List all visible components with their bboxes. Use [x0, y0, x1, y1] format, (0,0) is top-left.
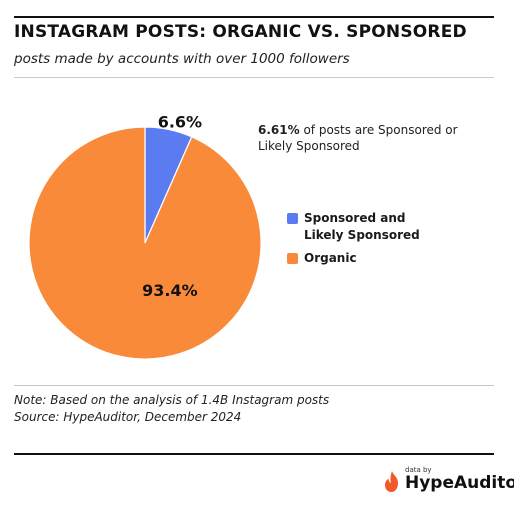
brand-name: HypeAuditor: [405, 473, 514, 493]
note-line: Note: Based on the analysis of 1.4B Inst…: [14, 393, 330, 407]
legend-item-organic: Organic: [287, 250, 434, 267]
pie-label-sponsored: 6.6%: [158, 113, 202, 132]
pie-slice-organic: [28, 126, 262, 360]
pie-chart: 6.6% 93.4%: [28, 113, 262, 360]
brand-prefix: data by: [405, 466, 432, 474]
source-line: Source: HypeAuditor, December 2024: [14, 410, 242, 424]
callout-text: of posts are Sponsored or Likely Sponsor…: [258, 123, 458, 153]
legend-swatch-organic: [287, 253, 298, 264]
legend-item-sponsored: Sponsored and Likely Sponsored: [287, 210, 434, 244]
legend-label-organic: Organic: [304, 251, 357, 265]
flame-icon: [385, 471, 398, 492]
legend: Sponsored and Likely Sponsored Organic: [287, 210, 434, 273]
callout-value: 6.61%: [258, 123, 300, 137]
bottom-rule: [14, 453, 494, 455]
top-rule: [14, 16, 494, 18]
sponsored-callout: 6.61% of posts are Sponsored or Likely S…: [258, 122, 483, 154]
legend-label-sponsored: Sponsored and Likely Sponsored: [304, 211, 420, 242]
footnote: Note: Based on the analysis of 1.4B Inst…: [14, 392, 329, 426]
pie-label-organic: 93.4%: [142, 281, 198, 300]
note-divider: [14, 385, 494, 386]
subtitle-divider: [14, 77, 494, 78]
chart-title: INSTAGRAM POSTS: ORGANIC VS. SPONSORED: [14, 22, 467, 42]
legend-swatch-sponsored: [287, 213, 298, 224]
chart-subtitle: posts made by accounts with over 1000 fo…: [14, 51, 350, 67]
